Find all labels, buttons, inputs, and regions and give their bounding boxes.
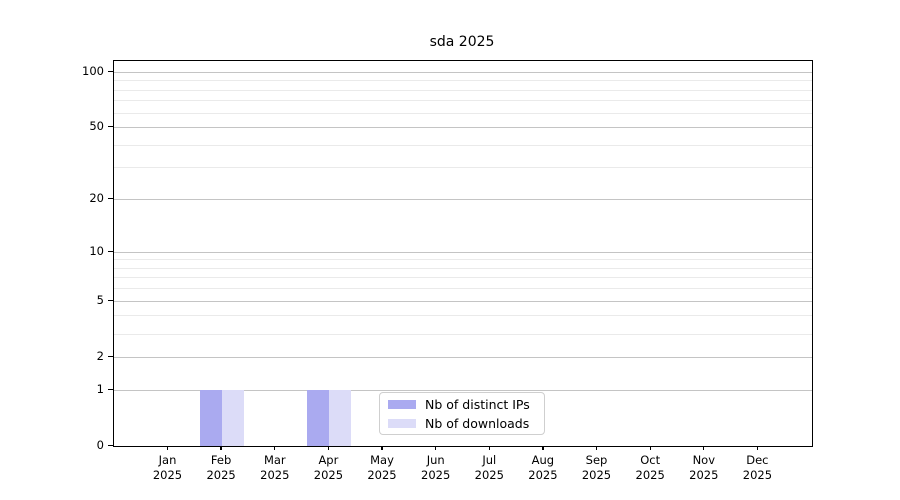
y-axis-tick	[108, 445, 113, 447]
x-axis-tick	[542, 446, 544, 451]
gridline-minor	[114, 167, 812, 169]
chart-title: sda 2025	[429, 34, 495, 50]
gridline-minor	[114, 100, 812, 102]
legend-item-distinct-ips: Nb of distinct IPs	[380, 397, 544, 412]
y-axis-tick-label: 1	[96, 381, 104, 396]
x-axis-tick-label: Aug 2025	[528, 453, 558, 482]
y-axis-tick	[108, 388, 113, 391]
gridline-minor	[114, 277, 812, 279]
x-axis-tick	[703, 446, 705, 451]
gridline-major	[114, 199, 812, 200]
x-axis-tick-label: Nov 2025	[689, 453, 719, 482]
y-axis-tick-label: 5	[96, 292, 104, 307]
y-axis-tick-label: 2	[96, 348, 104, 363]
x-axis-tick-label: May 2025	[367, 453, 397, 482]
bar-distinct-ips	[200, 389, 223, 446]
y-axis-tick	[108, 70, 113, 72]
x-axis-tick-label: Jul 2025	[474, 453, 504, 482]
gridline-major	[114, 71, 812, 73]
x-axis-tick	[166, 446, 169, 451]
gridline-minor	[114, 144, 812, 146]
x-axis-tick-label: Sep 2025	[581, 453, 612, 482]
x-axis-tick-label: Mar 2025	[260, 453, 290, 482]
gridline-major	[114, 127, 812, 128]
x-axis-tick-label: Dec 2025	[742, 453, 773, 482]
x-axis-tick	[595, 446, 598, 451]
x-axis-tick	[381, 446, 383, 451]
x-axis-tick	[435, 446, 437, 451]
y-axis-tick	[108, 355, 113, 358]
x-axis-tick-label: Apr 2025	[313, 453, 344, 482]
legend-label: Nb of distinct IPs	[425, 396, 530, 412]
gridline-minor	[114, 89, 812, 91]
gridline-minor	[114, 315, 812, 317]
y-axis-tick	[108, 299, 113, 301]
y-axis-tick	[108, 126, 113, 128]
legend-swatch-distinct-ips-icon	[388, 399, 416, 409]
gridline-minor	[114, 288, 812, 290]
x-axis-tick-label: Feb 2025	[206, 453, 236, 482]
y-axis-tick-label: 10	[89, 243, 104, 258]
x-axis-tick-label: Jan 2025	[152, 453, 183, 482]
x-axis-tick-label: Jun 2025	[421, 453, 451, 482]
bar-downloads	[329, 389, 352, 446]
gridline-major	[114, 251, 812, 253]
gridline-minor	[114, 333, 812, 335]
bar-distinct-ips	[307, 389, 330, 446]
y-axis-tick	[108, 250, 113, 252]
y-axis-tick	[108, 198, 113, 200]
legend-item-downloads: Nb of downloads	[380, 416, 544, 431]
x-axis-tick-label: Oct 2025	[635, 453, 665, 482]
gridline-major	[114, 356, 812, 358]
gridline-minor	[114, 80, 812, 82]
gridline-minor	[114, 112, 812, 114]
gridline-minor	[114, 259, 812, 261]
gridline-minor	[114, 267, 812, 269]
x-axis-tick	[327, 446, 330, 451]
legend-swatch-downloads-icon	[388, 418, 416, 428]
gridline-major	[114, 389, 812, 391]
legend: Nb of distinct IPs Nb of downloads	[379, 392, 545, 435]
x-axis-tick	[488, 446, 490, 451]
plot-area: Nb of distinct IPs Nb of downloads	[113, 60, 813, 447]
x-axis-tick	[220, 446, 222, 451]
x-axis-tick	[756, 446, 759, 451]
legend-label: Nb of downloads	[425, 415, 530, 431]
y-axis-tick-label: 50	[89, 119, 104, 133]
y-axis-tick-label: 100	[82, 63, 104, 78]
y-axis-tick-label: 0	[96, 438, 104, 452]
x-axis-tick	[649, 446, 651, 451]
gridline-major	[114, 300, 812, 302]
y-axis-tick-label: 20	[89, 191, 104, 205]
x-axis-tick	[274, 446, 276, 451]
bar-downloads	[222, 389, 245, 446]
